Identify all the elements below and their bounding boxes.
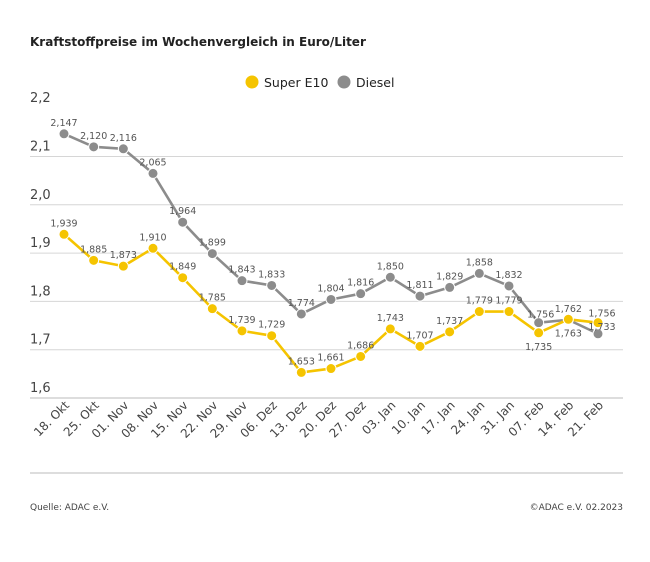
super-e10-point: [503, 306, 515, 318]
super-e10-point: [444, 326, 456, 338]
diesel-point: [503, 280, 515, 292]
super-e10-data-label: 1,939: [50, 218, 77, 229]
super-e10-point: [355, 350, 367, 362]
y-tick-label: 1,7: [30, 333, 51, 348]
super-e10-data-label: 1,739: [228, 315, 255, 326]
diesel-data-label: 1,899: [199, 238, 226, 249]
copyright-note: ©ADAC e.V. 02.2023: [530, 503, 623, 513]
diesel-point: [444, 281, 456, 293]
diesel-data-label: 1,774: [288, 298, 315, 309]
diesel-data-label: 1,832: [495, 270, 522, 281]
legend: Super E10 Diesel: [245, 75, 394, 90]
diesel-data-label: 2,065: [139, 157, 166, 168]
super-e10-point: [414, 340, 426, 352]
super-e10-point: [88, 254, 100, 266]
legend-marker-super-e10: [245, 75, 259, 89]
super-e10-point: [177, 272, 189, 284]
diesel-point: [88, 141, 100, 153]
diesel-data-label: 1,858: [466, 257, 493, 268]
diesel-data-label: 2,116: [110, 133, 137, 144]
chart-title: Kraftstoffpreise im Wochenvergleich in E…: [30, 35, 366, 49]
super-e10-data-label: 1,743: [377, 313, 404, 324]
super-e10-data-label: 1,686: [347, 340, 374, 351]
diesel-point: [355, 288, 367, 300]
diesel-data-label: 1,733: [588, 322, 615, 333]
diesel-point: [325, 293, 337, 305]
diesel-data-label: 1,762: [555, 304, 582, 315]
diesel-point: [236, 275, 248, 287]
y-tick-label: 2,1: [30, 140, 51, 155]
super-e10-data-label: 1,729: [258, 320, 285, 331]
y-tick-label: 1,6: [30, 381, 51, 396]
diesel-point: [58, 128, 70, 140]
super-e10-data-label: 1,785: [199, 293, 226, 304]
legend-label-super-e10: Super E10: [264, 75, 328, 90]
super-e10-data-label: 1,910: [139, 232, 166, 243]
super-e10-point: [206, 303, 218, 315]
legend-marker-diesel: [337, 75, 351, 89]
super-e10-point: [117, 260, 129, 272]
super-e10-data-label: 1,885: [80, 244, 107, 255]
super-e10-data-label: 1,735: [525, 342, 552, 353]
super-e10-point: [236, 325, 248, 337]
diesel-point: [414, 290, 426, 302]
super-e10-point: [295, 366, 307, 378]
diesel-point: [384, 271, 396, 283]
super-e10-point: [533, 327, 545, 339]
super-e10-data-label: 1,653: [288, 356, 315, 367]
diesel-data-label: 2,147: [50, 118, 77, 129]
super-e10-point: [325, 363, 337, 375]
super-e10-point: [384, 323, 396, 335]
super-e10-point: [147, 242, 159, 254]
legend-label-diesel: Diesel: [356, 75, 394, 90]
diesel-point: [473, 267, 485, 279]
diesel-data-label: 1,964: [169, 206, 196, 217]
diesel-point: [117, 143, 129, 155]
diesel-data-label: 1,811: [406, 280, 433, 291]
diesel-data-label: 1,833: [258, 269, 285, 280]
diesel-data-label: 1,850: [377, 261, 404, 272]
y-tick-label: 2,0: [30, 188, 51, 203]
source-note: Quelle: ADAC e.V.: [30, 503, 109, 513]
super-e10-data-label: 1,849: [169, 262, 196, 273]
super-e10-data-label: 1,779: [495, 296, 522, 307]
diesel-data-label: 1,804: [317, 283, 344, 294]
super-e10-data-label: 1,779: [466, 296, 493, 307]
diesel-point: [266, 279, 278, 291]
super-e10-data-label: 1,763: [555, 328, 582, 339]
super-e10-point: [266, 330, 278, 342]
super-e10-data-label: 1,661: [317, 353, 344, 364]
super-e10-point: [473, 306, 485, 318]
diesel-data-label: 1,816: [347, 278, 374, 289]
diesel-point: [592, 328, 604, 340]
diesel-data-label: 1,756: [527, 310, 554, 321]
super-e10-point: [592, 317, 604, 329]
y-tick-label: 1,9: [30, 236, 51, 251]
diesel-data-label: 2,120: [80, 131, 107, 142]
super-e10-point: [58, 228, 70, 240]
diesel-data-label: 1,829: [436, 271, 463, 282]
diesel-point: [206, 248, 218, 260]
y-tick-label: 2,2: [30, 91, 51, 106]
super-e10-data-label: 1,707: [406, 330, 433, 341]
y-tick-label: 1,8: [30, 284, 51, 299]
super-e10-data-label: 1,737: [436, 316, 463, 327]
diesel-point: [295, 308, 307, 320]
super-e10-point: [562, 313, 574, 325]
diesel-point: [147, 167, 159, 179]
super-e10-data-label: 1,873: [110, 250, 137, 261]
diesel-point: [177, 216, 189, 228]
diesel-data-label: 1,843: [228, 265, 255, 276]
super-e10-data-label: 1,756: [588, 309, 615, 320]
